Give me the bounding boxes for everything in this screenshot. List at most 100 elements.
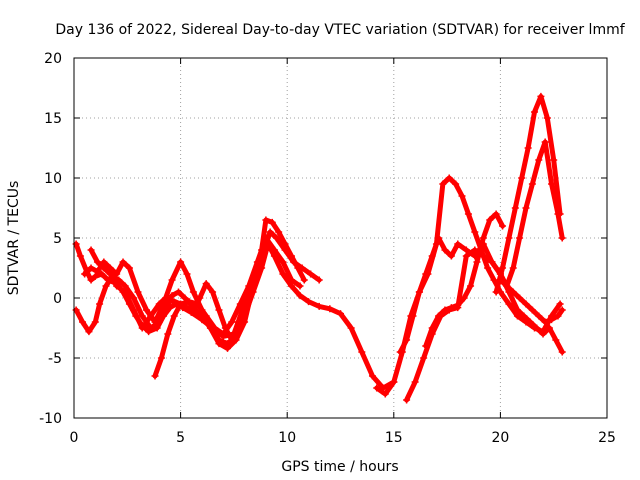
point-track-8-12 [505, 288, 513, 296]
point-track-9-5 [524, 144, 532, 152]
point-track-3-13 [177, 258, 185, 266]
point-track-8-10 [488, 258, 496, 266]
point-track-7-7 [441, 246, 449, 254]
point-track-7-18 [522, 300, 530, 308]
point-track-4-21 [253, 258, 261, 266]
point-track-10-7 [541, 138, 549, 146]
point-track-1-37 [368, 372, 376, 380]
point-track-4-20 [245, 282, 253, 290]
point-track-11-3 [441, 306, 449, 314]
point-track-2-1 [79, 318, 87, 326]
point-track-9-8 [543, 114, 551, 122]
point-track-2-3 [91, 318, 99, 326]
point-track-9-4 [518, 174, 526, 182]
point-track-4-15 [202, 312, 210, 320]
point-track-1-30 [296, 292, 304, 300]
series-track-11 [422, 210, 507, 350]
point-track-2-33 [315, 276, 323, 284]
point-track-5-15 [247, 288, 255, 296]
point-track-8-15 [526, 318, 534, 326]
point-track-2-15 [174, 288, 182, 296]
point-track-2-7 [115, 276, 123, 284]
point-track-2-5 [102, 282, 110, 290]
x-tick-label-4: 20 [491, 430, 509, 446]
point-track-8-7 [462, 252, 470, 260]
y-tick-label-1: -5 [48, 351, 62, 367]
point-track-3-21 [241, 318, 249, 326]
point-track-1-34 [337, 310, 344, 318]
point-track-11-11 [492, 210, 500, 218]
point-track-4-23 [270, 246, 278, 254]
point-track-4-5 [121, 288, 129, 296]
point-track-10-8 [548, 180, 556, 188]
series-line-track-5 [152, 281, 254, 379]
point-track-1-3 [87, 276, 95, 284]
point-track-3-30 [300, 276, 308, 284]
point-track-5-0 [151, 372, 159, 380]
point-track-2-8 [121, 282, 129, 290]
point-track-10-4 [522, 204, 530, 212]
point-track-7-19 [528, 306, 536, 314]
point-track-7-21 [541, 318, 549, 326]
point-track-8-14 [520, 312, 528, 320]
point-track-6-11 [458, 192, 466, 200]
point-track-3-24 [262, 216, 270, 224]
point-track-11-8 [473, 258, 481, 266]
point-track-8-20 [558, 348, 566, 356]
point-track-5-11 [221, 324, 229, 332]
y-tick-label-0: -10 [39, 411, 62, 427]
x-tick-label-0: 0 [70, 430, 79, 446]
point-track-7-8 [447, 252, 455, 260]
point-track-2-27 [266, 228, 274, 236]
point-track-5-4 [177, 300, 185, 308]
point-track-4-11 [168, 296, 176, 304]
point-track-3-27 [281, 240, 289, 248]
point-track-10-10 [558, 234, 566, 242]
point-track-9-1 [499, 264, 507, 272]
point-track-4-1 [93, 258, 101, 266]
point-track-4-2 [100, 264, 108, 272]
point-track-1-1 [76, 252, 84, 260]
point-track-2-32 [307, 270, 315, 278]
point-track-4-22 [262, 234, 270, 242]
point-track-4-0 [87, 246, 95, 254]
point-track-7-10 [462, 246, 470, 254]
point-track-5-7 [196, 294, 204, 302]
point-track-5-8 [202, 280, 210, 288]
point-track-6-8 [439, 180, 447, 188]
point-track-6-16 [490, 276, 498, 284]
point-track-1-5 [98, 270, 106, 278]
point-track-2-11 [147, 324, 155, 332]
point-track-7-20 [535, 312, 543, 320]
point-track-8-0 [403, 396, 411, 404]
series-track-5 [151, 280, 255, 380]
point-track-9-2 [505, 234, 513, 242]
point-track-7-0 [396, 348, 404, 356]
point-track-6-10 [452, 180, 460, 188]
point-track-3-7 [125, 264, 133, 272]
point-track-4-7 [138, 324, 146, 332]
x-tick-label-3: 15 [385, 430, 403, 446]
point-track-1-33 [326, 305, 334, 313]
point-track-7-2 [409, 312, 417, 320]
point-track-3-18 [215, 340, 223, 348]
point-track-4-3 [106, 270, 114, 278]
x-tick-label-2: 10 [278, 430, 296, 446]
series-track-10 [496, 138, 566, 290]
series-track-3 [81, 216, 308, 352]
point-track-7-3 [415, 288, 423, 296]
series-track-9 [492, 92, 564, 296]
point-track-10-2 [509, 264, 517, 272]
point-track-9-9 [550, 156, 558, 164]
point-track-4-17 [219, 330, 227, 338]
point-track-3-25 [268, 218, 276, 226]
point-track-7-6 [435, 234, 443, 242]
point-track-5-10 [215, 306, 223, 314]
point-track-3-8 [134, 288, 142, 296]
point-track-2-2 [85, 328, 93, 336]
point-track-11-2 [435, 312, 443, 320]
point-track-7-4 [422, 270, 430, 278]
point-track-8-2 [420, 354, 428, 362]
